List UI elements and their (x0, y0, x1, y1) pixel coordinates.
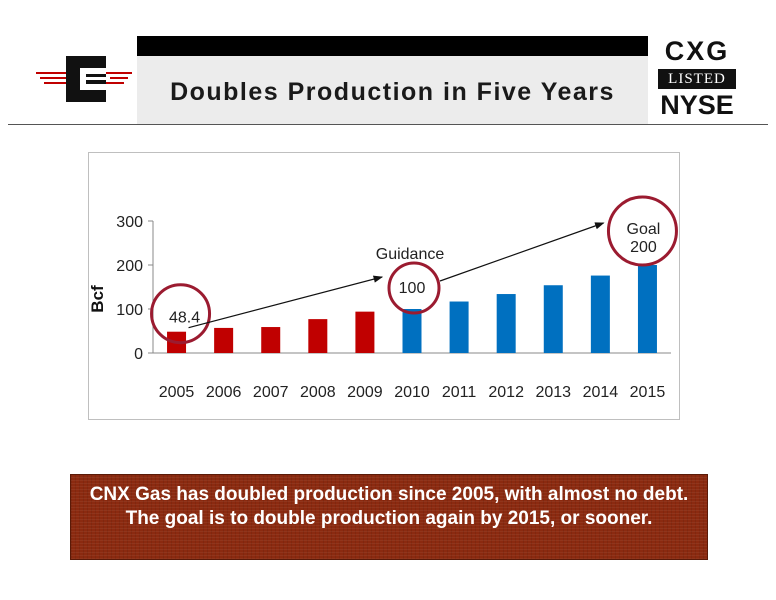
caption-box: CNX Gas has doubled production since 200… (70, 474, 708, 560)
exchange-name: NYSE (660, 90, 734, 120)
listed-label: LISTED (658, 69, 736, 89)
title-box: Doubles Production in Five Years (137, 56, 648, 124)
bar-2007 (261, 327, 281, 353)
header-bar (137, 36, 648, 56)
x-tick-label: 2008 (300, 384, 336, 401)
page-title: Doubles Production in Five Years (170, 78, 615, 106)
x-tick-label: 2011 (442, 384, 477, 401)
y-axis-label: Bcf (89, 285, 107, 313)
y-tick-label: 200 (116, 258, 143, 275)
bar-2009 (355, 311, 375, 353)
bar-2015 (637, 265, 657, 353)
guidance-label: Guidance (376, 246, 445, 263)
chart-frame: 0 100 200 300 Bcf 2005 2006 2007 2008 2009 2010 201… (88, 152, 680, 420)
x-tick-label: 2012 (488, 384, 524, 401)
x-tick-label: 2014 (583, 384, 619, 401)
goal-label: Goal (627, 221, 661, 238)
y-tick-label: 100 (116, 302, 143, 319)
goal-value-label: 200 (630, 239, 657, 256)
highlight-circle-guidance (387, 261, 441, 315)
guidance-value-label: 100 (399, 280, 426, 297)
trend-arrow-to-guidance (188, 275, 384, 329)
trend-arrow-to-goal (439, 222, 605, 282)
x-tick-label: 2015 (630, 384, 666, 401)
caption-text: CNX Gas has doubled production since 200… (89, 484, 689, 529)
bar-2011 (449, 301, 469, 353)
bar-2006 (214, 327, 234, 353)
bar-2010 (402, 309, 422, 353)
y-tick-label: 300 (116, 214, 143, 231)
x-tick-label: 2006 (206, 384, 242, 401)
y-tick-label: 0 (134, 346, 143, 363)
x-tick-label: 2007 (253, 384, 289, 401)
x-tick-label: 2005 (159, 384, 195, 401)
x-tick-label: 2010 (394, 384, 430, 401)
production-chart: 0 100 200 300 Bcf 2005 2006 2007 2008 2009 2010 201… (89, 195, 678, 401)
nyse-listing-badge: CXG LISTED NYSE (652, 36, 742, 122)
highlight-circle-start (150, 283, 212, 345)
bar-2012 (496, 294, 516, 353)
ticker-symbol: CXG (664, 36, 730, 66)
highlight-circle-goal (606, 195, 678, 267)
x-tick-label: 2013 (535, 384, 571, 401)
bar-2014 (590, 275, 610, 353)
company-logo-icon (36, 56, 132, 102)
header-divider (8, 124, 768, 125)
bar-2008 (308, 319, 328, 353)
start-value-label: 48.4 (169, 310, 200, 327)
x-tick-label: 2009 (347, 384, 383, 401)
bar-2013 (543, 285, 563, 353)
